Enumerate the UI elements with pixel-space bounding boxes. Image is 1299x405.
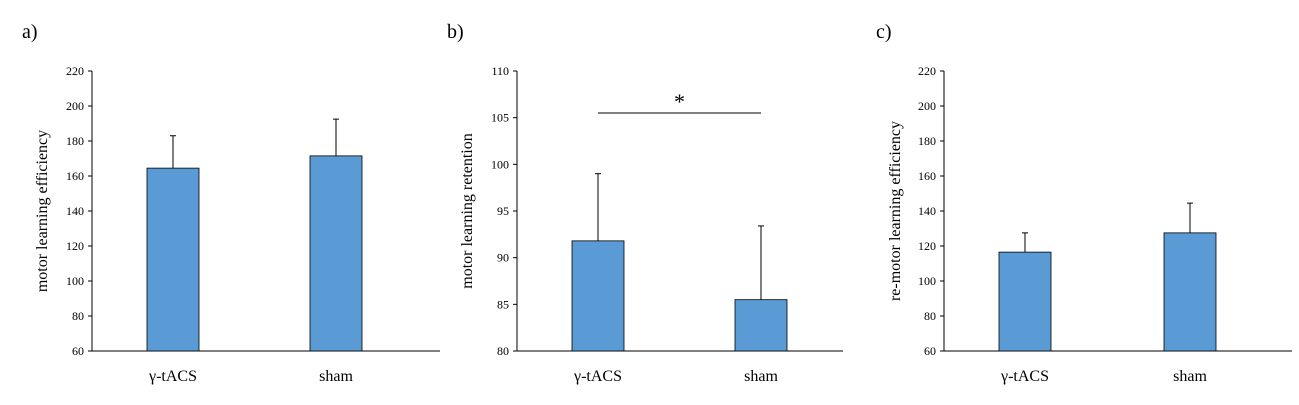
panel-label: c) xyxy=(876,21,892,43)
y-tick-label: 105 xyxy=(491,111,509,125)
category-label: sham xyxy=(319,368,353,385)
y-tick-label: 120 xyxy=(66,239,84,253)
bar-1 xyxy=(998,251,1052,352)
y-tick-label: 80 xyxy=(924,309,936,323)
y-tick-label: 180 xyxy=(66,134,84,148)
significance-marker: * xyxy=(674,89,685,114)
bar-1 xyxy=(146,167,200,352)
y-tick-label: 100 xyxy=(918,274,936,288)
y-tick-label: 60 xyxy=(72,344,84,358)
category-label: γ-tACS xyxy=(573,368,622,385)
y-tick-label: 60 xyxy=(924,344,936,358)
y-tick-label: 160 xyxy=(918,169,936,183)
y-axis-title: motor learning efficiency xyxy=(34,130,51,292)
y-tick-label: 90 xyxy=(497,251,509,265)
chart-panel-2: b) 80 85 90 95 100 105 110 motor learning retent… xyxy=(447,21,843,385)
bar-1 xyxy=(571,240,625,352)
category-label: γ-tACS xyxy=(148,368,197,385)
y-tick-label: 200 xyxy=(66,99,84,113)
panel-label: a) xyxy=(22,21,38,43)
y-tick-label: 120 xyxy=(918,239,936,253)
y-tick-label: 80 xyxy=(72,309,84,323)
chart-panel-1: a) 60 80 100 120 140 160 180 200 220 motor learnin… xyxy=(22,21,440,385)
y-tick-label: 100 xyxy=(491,157,509,171)
y-tick-label: 85 xyxy=(497,297,509,311)
category-label: sham xyxy=(744,368,778,385)
bar-2 xyxy=(1163,232,1217,352)
chart-panel-3: c) 60 80 100 120 140 160 180 200 220 re-motor lear… xyxy=(876,21,1292,385)
y-tick-label: 95 xyxy=(497,204,509,218)
y-tick-label: 180 xyxy=(918,134,936,148)
y-tick-label: 140 xyxy=(918,204,936,218)
y-axis-title: motor learning retention xyxy=(459,133,476,289)
y-tick-label: 100 xyxy=(66,274,84,288)
category-label: γ-tACS xyxy=(1000,368,1049,385)
y-tick-label: 200 xyxy=(918,99,936,113)
bar-2 xyxy=(309,155,363,352)
y-tick-label: 220 xyxy=(66,64,84,78)
y-tick-label: 140 xyxy=(66,204,84,218)
category-label: sham xyxy=(1173,368,1207,385)
y-tick-label: 110 xyxy=(491,64,509,78)
bar-2 xyxy=(734,299,788,352)
y-tick-label: 220 xyxy=(918,64,936,78)
y-axis-title: re-motor learning efficiency xyxy=(887,121,904,301)
panel-label: b) xyxy=(447,21,464,43)
y-tick-label: 80 xyxy=(497,344,509,358)
y-tick-label: 160 xyxy=(66,169,84,183)
